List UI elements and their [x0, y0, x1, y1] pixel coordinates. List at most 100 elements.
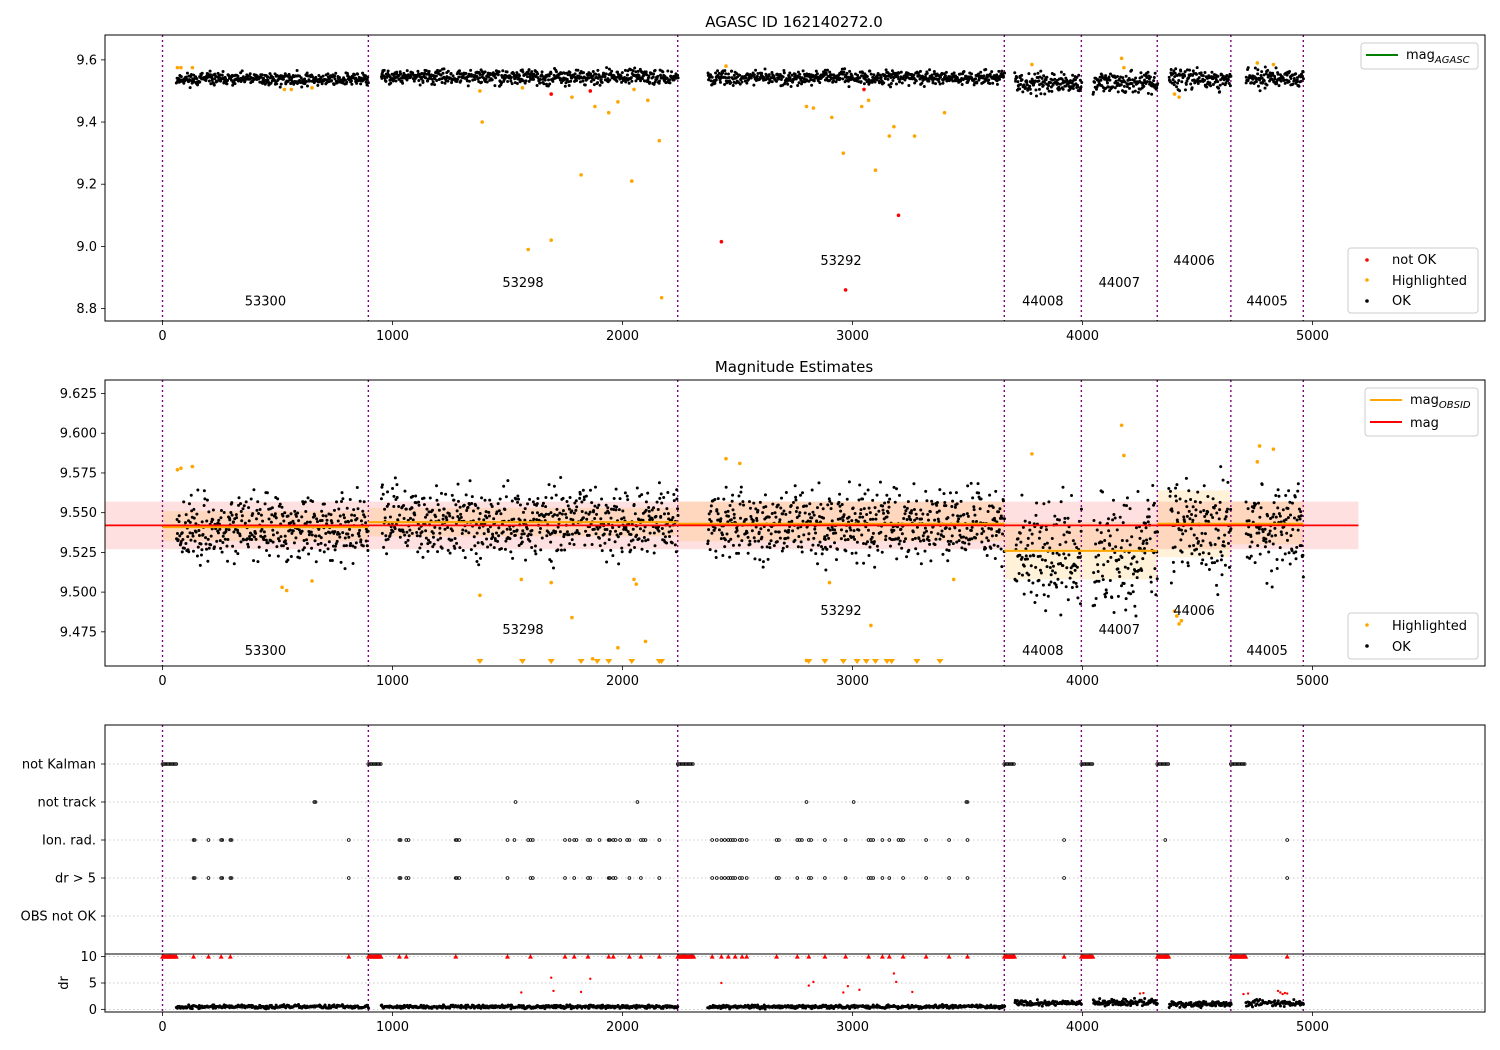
legend-highlighted-mid: Highlighted: [1392, 619, 1467, 634]
ok-point: [970, 525, 974, 529]
dr-gt-5-marker: [1285, 876, 1289, 880]
ok-point: [864, 77, 868, 81]
ok-point: [1268, 529, 1272, 533]
ok-point: [1178, 497, 1182, 501]
ok-point: [481, 542, 485, 546]
ok-point: [896, 75, 900, 79]
magnitude-plot-frame: [104, 379, 1486, 667]
ok-point: [175, 531, 179, 535]
ok-point: [1025, 80, 1029, 84]
ok-point: [1185, 514, 1189, 518]
ok-point: [897, 536, 901, 540]
ok-point: [969, 481, 973, 485]
ion-rad-marker: [871, 838, 875, 842]
ok-point: [1022, 592, 1026, 596]
ok-point: [237, 496, 241, 500]
ok-point: [1028, 554, 1032, 558]
ok-point: [1184, 476, 1188, 480]
ok-point: [1034, 94, 1038, 98]
ok-point: [955, 502, 959, 506]
ok-point: [985, 536, 989, 540]
ok-point: [736, 534, 740, 538]
ok-point: [816, 562, 820, 566]
ok-point: [199, 542, 203, 546]
ok-point: [988, 493, 992, 497]
ok-point: [770, 511, 774, 515]
ok-point: [289, 521, 293, 525]
ok-point: [502, 484, 506, 488]
ok-point: [617, 508, 621, 512]
ok-point: [564, 512, 568, 516]
ok-point: [1258, 552, 1262, 556]
ok-point: [1281, 558, 1285, 562]
ok-point: [984, 68, 988, 72]
ok-point: [195, 512, 199, 516]
not-kalman-marker: [1012, 762, 1016, 766]
ok-point: [946, 559, 950, 563]
ok-point: [713, 81, 717, 85]
ok-point: [549, 511, 553, 515]
ok-point: [1029, 92, 1033, 96]
ok-point: [965, 526, 969, 530]
ok-point: [905, 506, 909, 510]
ok-point: [940, 529, 944, 533]
ion-rad-marker: [528, 838, 533, 842]
ok-point: [852, 529, 856, 533]
ok-point: [1013, 71, 1017, 75]
ok-point: [304, 80, 308, 84]
ok-point: [922, 539, 926, 543]
ok-point: [1286, 506, 1290, 510]
ok-point: [1118, 574, 1122, 578]
x-tick-label: 1000: [376, 329, 409, 344]
ok-point: [1289, 76, 1293, 80]
ok-point: [495, 510, 499, 514]
dr-gt-5-marker: [563, 876, 567, 880]
ok-point: [1226, 78, 1230, 82]
ok-point: [1180, 550, 1184, 554]
ok-point: [915, 525, 919, 529]
ok-point: [1124, 74, 1128, 78]
ok-point: [977, 72, 981, 76]
ok-point: [962, 512, 966, 516]
ok-point: [913, 536, 917, 540]
ok-point: [1296, 489, 1300, 493]
ok-point: [329, 513, 333, 517]
ok-point: [959, 79, 963, 83]
ok-point: [229, 78, 233, 82]
ok-point: [435, 484, 439, 488]
ok-point: [240, 514, 244, 518]
ion-rad-marker: [806, 838, 811, 842]
ok-point: [594, 532, 598, 536]
y-tick-label: 9.625: [60, 387, 97, 402]
ok-point: [739, 490, 743, 494]
ion-rad-marker: [453, 838, 458, 842]
ok-point: [525, 75, 529, 79]
ok-point: [359, 540, 363, 544]
ok-point: [865, 74, 869, 78]
ion-rad-marker: [797, 838, 802, 842]
ok-point: [858, 483, 862, 487]
ok-point: [267, 517, 271, 521]
ok-point: [1271, 542, 1275, 546]
ok-point: [538, 530, 542, 534]
ok-point: [556, 525, 560, 529]
ok-point: [1125, 496, 1129, 500]
ok-point: [271, 533, 275, 537]
ok-point: [1100, 73, 1104, 77]
ok-point: [608, 532, 612, 536]
ok-point: [948, 527, 952, 531]
ok-point: [657, 81, 661, 85]
ok-point: [219, 516, 223, 520]
ok-point: [1136, 90, 1140, 94]
ok-point: [991, 506, 995, 510]
highlighted-point: [190, 65, 195, 70]
ok-point: [505, 527, 509, 531]
highlighted-point: [724, 456, 728, 461]
ok-point: [798, 493, 802, 497]
ok-point: [565, 499, 569, 503]
ok-point: [826, 503, 830, 507]
ok-point: [666, 69, 670, 73]
ok-point: [236, 552, 240, 556]
ok-point: [667, 530, 671, 534]
ok-point: [670, 518, 674, 522]
